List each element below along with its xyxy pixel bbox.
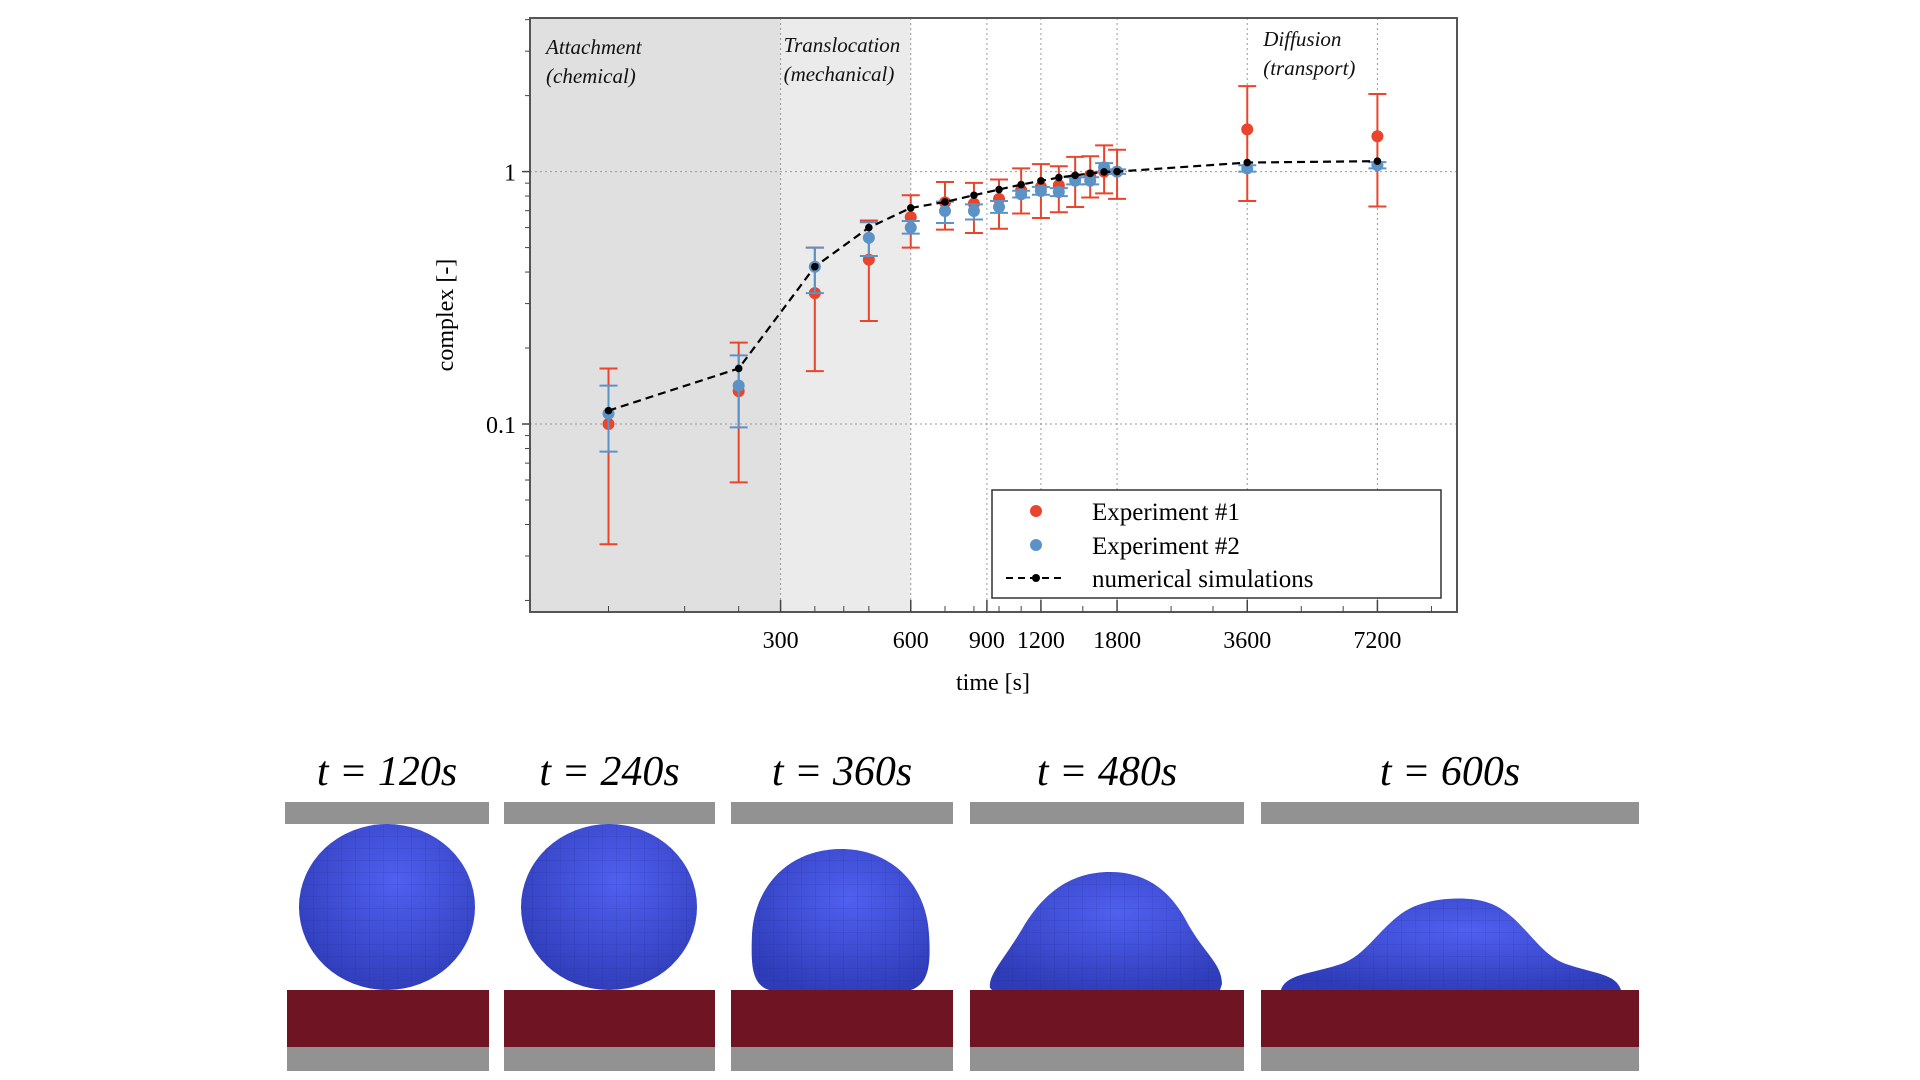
- series-numerical-simulations: [604, 157, 1382, 415]
- legend-label-experiment-1: Experiment #1: [1092, 499, 1240, 526]
- snapshot-panel-240: t = 240s: [504, 0, 715, 1080]
- simulation-point: [811, 262, 819, 271]
- simulation-line: [608, 160, 1378, 412]
- bottom-plate: [1261, 1047, 1639, 1071]
- data-series: [599, 85, 1387, 546]
- x-tick-label: 300: [763, 628, 799, 654]
- simulation-point: [1100, 168, 1108, 176]
- bottom-plate: [504, 1047, 715, 1071]
- cell-shape: [1281, 898, 1621, 990]
- phase-label-subtitle: (chemical): [546, 64, 636, 88]
- phase-region: [780, 18, 911, 612]
- x-axis-title: time [s]: [956, 670, 1030, 696]
- snapshot-label: t = 600s: [1379, 749, 1521, 795]
- x-tick-label: 1200: [1017, 628, 1065, 654]
- phase-label-subtitle: (transport): [1263, 56, 1355, 80]
- simulation-point: [734, 364, 743, 373]
- phase-label-title: Attachment: [544, 35, 643, 59]
- x-tick-label: 3600: [1223, 628, 1271, 654]
- data-point: [1015, 188, 1028, 201]
- snapshot-panel-480: t = 480s: [970, 0, 1244, 1080]
- y-tick-label: 0.1: [486, 413, 516, 439]
- x-tick-label: 1800: [1093, 628, 1141, 654]
- legend-marker-experiment-2: [1030, 539, 1042, 551]
- simulation-point: [1086, 169, 1094, 178]
- data-point: [1052, 186, 1065, 199]
- substrate: [1261, 990, 1639, 1047]
- x-tick-label: 900: [969, 628, 1005, 654]
- simulation-point: [1017, 180, 1025, 189]
- substrate: [287, 990, 489, 1047]
- data-point: [904, 221, 917, 234]
- data-point: [1241, 162, 1254, 175]
- phase-labels: Attachment (chemical) Translocation (mechan…: [544, 27, 1355, 88]
- cell-shape: [299, 824, 475, 990]
- data-point: [1371, 130, 1384, 143]
- top-plate: [504, 802, 715, 824]
- simulation-point: [1071, 171, 1079, 180]
- snapshot-label: t = 480s: [1036, 749, 1178, 795]
- simulation-point: [995, 185, 1003, 194]
- cell-shape: [751, 849, 930, 990]
- chart: Attachment (chemical) Translocation (mechan…: [433, 17, 1458, 696]
- top-plate: [285, 802, 489, 824]
- data-point: [938, 205, 951, 218]
- y-tick-label: 1: [504, 161, 516, 187]
- simulation-point: [1055, 173, 1063, 182]
- snapshot-panel-600: t = 600s: [1261, 0, 1639, 1080]
- x-tick-label: 600: [893, 628, 929, 654]
- simulation-point: [1373, 157, 1382, 165]
- substrate: [731, 990, 953, 1047]
- simulation-point: [865, 223, 873, 232]
- snapshot-panel-360: t = 360s: [731, 0, 953, 1080]
- top-plate: [1261, 802, 1639, 824]
- data-point: [862, 231, 875, 244]
- bottom-plate: [287, 1047, 489, 1071]
- bottom-plate: [970, 1047, 1244, 1071]
- cell-shape: [989, 872, 1222, 990]
- phase-label-subtitle: (mechanical): [784, 62, 895, 86]
- data-point: [1069, 174, 1082, 187]
- legend-marker-simulation-dot: [1032, 574, 1040, 582]
- phase-label-title: Translocation: [784, 33, 901, 57]
- plot-frame: [529, 17, 1458, 613]
- simulation-point: [1037, 177, 1045, 185]
- legend-label-experiment-2: Experiment #2: [1092, 533, 1240, 560]
- data-point: [1084, 174, 1097, 187]
- data-point: [1241, 123, 1254, 136]
- axis-ticks: 300 600 900 1200 1800 3600 7200 0.1 1: [486, 19, 1432, 654]
- legend: Experiment #1 Experiment #2 numerical si…: [991, 489, 1442, 599]
- data-point: [732, 379, 745, 392]
- simulation-point: [604, 406, 613, 415]
- legend-box: [991, 489, 1442, 599]
- legend-marker-experiment-1: [1030, 505, 1042, 517]
- legend-label-simulations: numerical simulations: [1092, 566, 1313, 593]
- snapshot-label: t = 240s: [539, 749, 680, 795]
- x-tick-label: 7200: [1353, 628, 1401, 654]
- simulation-point: [906, 204, 915, 212]
- snapshot-label: t = 120s: [316, 749, 458, 795]
- simulation-point: [1243, 158, 1252, 167]
- substrate: [504, 990, 715, 1047]
- top-plate: [970, 802, 1244, 824]
- simulation-point: [941, 198, 949, 206]
- data-point: [1034, 184, 1047, 197]
- y-axis-title: complex [-]: [433, 259, 459, 372]
- snapshot-label: t = 360s: [771, 749, 913, 795]
- cell-shape: [521, 824, 697, 990]
- data-point: [993, 201, 1006, 214]
- simulation-point: [1113, 167, 1121, 176]
- snapshot-panel-120: t = 120s: [285, 0, 489, 1080]
- substrate: [970, 990, 1244, 1047]
- data-point: [967, 205, 980, 218]
- phase-region: [530, 18, 781, 612]
- top-plate: [731, 802, 953, 824]
- phase-label-title: Diffusion: [1262, 27, 1341, 51]
- simulation-point: [970, 191, 978, 200]
- bottom-plate: [731, 1047, 953, 1071]
